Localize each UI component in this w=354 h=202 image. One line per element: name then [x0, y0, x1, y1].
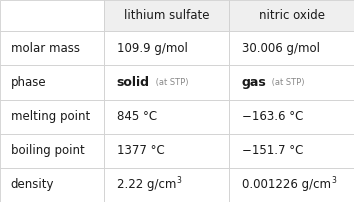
- Bar: [229, 168, 354, 202]
- Text: 3: 3: [177, 176, 182, 185]
- Text: phase: phase: [11, 76, 46, 89]
- Text: 3: 3: [331, 176, 336, 185]
- Bar: [104, 31, 229, 65]
- Text: 845 °C: 845 °C: [117, 110, 157, 123]
- Text: solid: solid: [117, 76, 150, 89]
- Text: molar mass: molar mass: [11, 42, 80, 55]
- Text: lithium sulfate: lithium sulfate: [124, 9, 210, 22]
- Bar: [104, 0, 229, 31]
- Text: density: density: [11, 178, 54, 191]
- Bar: [229, 65, 354, 100]
- Text: 109.9 g/mol: 109.9 g/mol: [117, 42, 188, 55]
- Text: nitric oxide: nitric oxide: [259, 9, 325, 22]
- Text: gas: gas: [242, 76, 267, 89]
- Bar: [229, 0, 354, 31]
- Bar: [229, 31, 354, 65]
- Bar: [0, 31, 104, 65]
- Bar: [0, 100, 104, 134]
- Bar: [104, 100, 229, 134]
- Bar: [0, 0, 104, 31]
- Text: −151.7 °C: −151.7 °C: [242, 144, 303, 157]
- Bar: [0, 134, 104, 168]
- Bar: [229, 100, 354, 134]
- Bar: [0, 168, 104, 202]
- Text: (at STP): (at STP): [153, 78, 188, 87]
- Bar: [229, 134, 354, 168]
- Text: boiling point: boiling point: [11, 144, 84, 157]
- Text: (at STP): (at STP): [269, 78, 305, 87]
- Text: 1377 °C: 1377 °C: [117, 144, 165, 157]
- Bar: [104, 134, 229, 168]
- Bar: [0, 65, 104, 100]
- Text: 2.22 g/cm: 2.22 g/cm: [117, 178, 176, 191]
- Text: −163.6 °C: −163.6 °C: [242, 110, 303, 123]
- Text: melting point: melting point: [11, 110, 90, 123]
- Text: 0.001226 g/cm: 0.001226 g/cm: [242, 178, 331, 191]
- Bar: [104, 168, 229, 202]
- Text: 30.006 g/mol: 30.006 g/mol: [242, 42, 320, 55]
- Bar: [104, 65, 229, 100]
